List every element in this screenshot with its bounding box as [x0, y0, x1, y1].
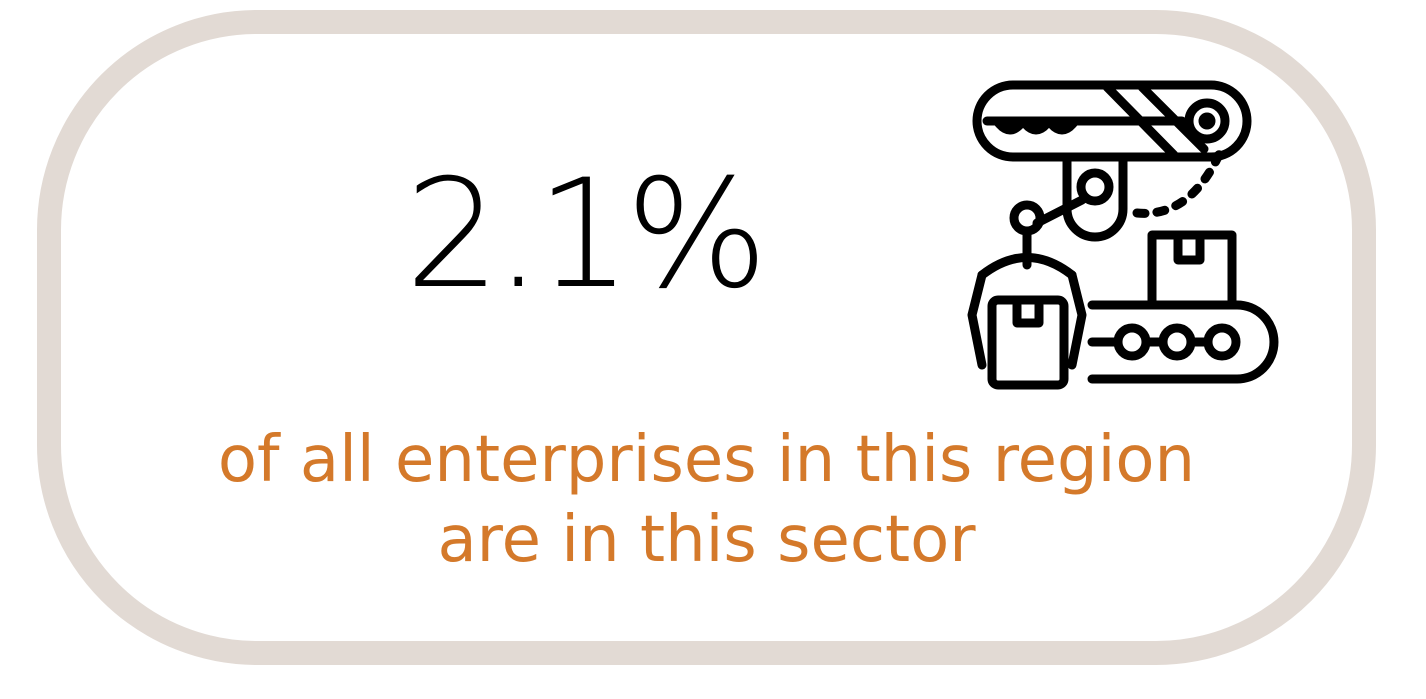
- industrial-robot-arm-conveyor-icon: [967, 80, 1279, 390]
- caption-line-1: of all enterprises in this region: [217, 423, 1196, 497]
- stat-caption: of all enterprises in this region are in…: [37, 420, 1376, 580]
- caption-line-2: are in this sector: [437, 503, 976, 577]
- stat-value: 2.1%: [405, 148, 768, 322]
